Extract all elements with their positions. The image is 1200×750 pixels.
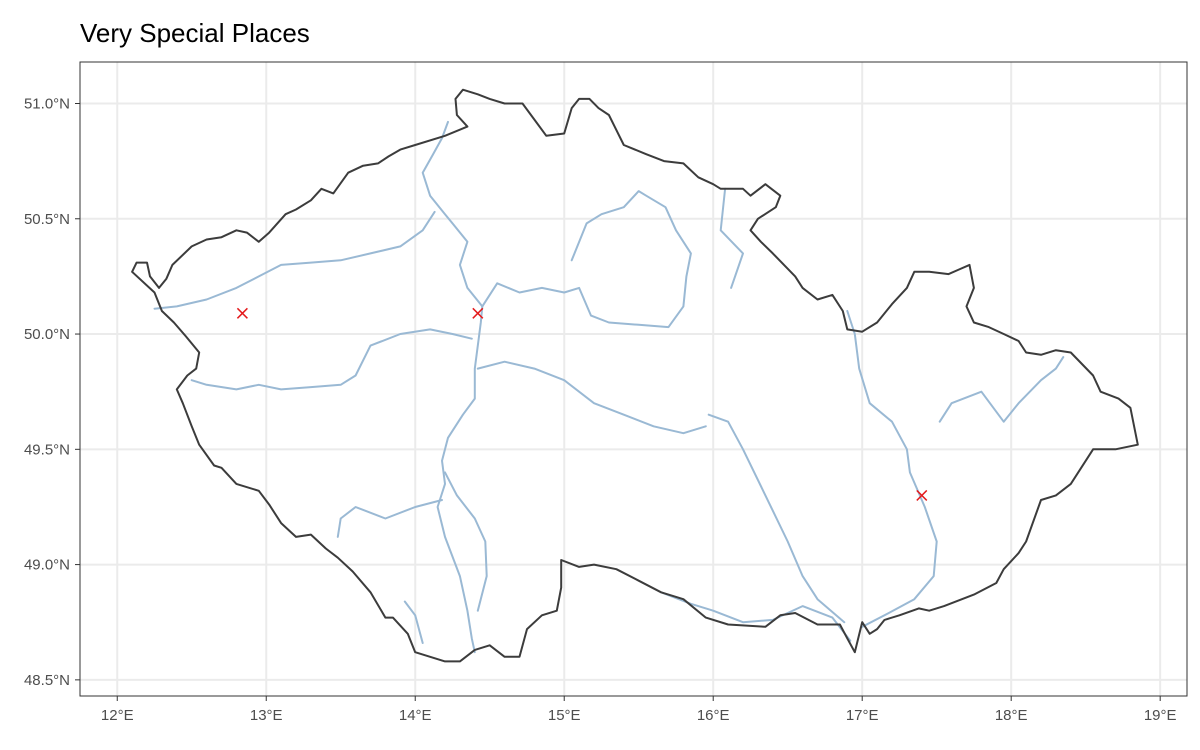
river-line-0 — [436, 305, 484, 654]
tick-label-x-7: 19°E — [1144, 707, 1177, 724]
tick-label-x-3: 15°E — [548, 707, 581, 724]
tick-label-x-6: 18°E — [995, 707, 1028, 724]
place-marker-1 — [472, 307, 484, 319]
river-line-9 — [707, 413, 846, 624]
river-line-12 — [938, 356, 1065, 423]
place-marker-2 — [916, 489, 928, 501]
place-marker-0 — [236, 307, 248, 319]
tick-label-y-2: 49.5°N — [24, 441, 70, 458]
river-line-5 — [190, 328, 473, 391]
axes: 12°E 13°E 14°E 15°E 16°E 17°E 18°E 19°E 48.5°N 49… — [24, 95, 1177, 724]
river-line-2 — [481, 190, 692, 329]
tick-label-y-3: 50.0°N — [24, 326, 70, 343]
tick-label-y-1: 49.0°N — [24, 557, 70, 574]
river-line-1 — [403, 600, 424, 644]
river-line-13 — [719, 187, 744, 289]
tick-label-y-4: 50.5°N — [24, 211, 70, 228]
tick-label-x-5: 17°E — [846, 707, 879, 724]
rivers-layer — [153, 120, 1065, 654]
tick-label-x-2: 14°E — [399, 707, 432, 724]
river-line-4 — [153, 210, 436, 310]
river-line-10 — [660, 591, 852, 642]
tick-label-y-0: 48.5°N — [24, 672, 70, 689]
country-border — [131, 88, 1139, 663]
river-line-3 — [421, 120, 484, 308]
gridlines — [80, 62, 1187, 696]
tick-label-x-1: 13°E — [250, 707, 283, 724]
tick-label-x-0: 12°E — [101, 707, 134, 724]
country-border-layer — [131, 88, 1139, 663]
river-line-6 — [476, 360, 707, 435]
panel-border — [79, 61, 1188, 697]
river-line-8 — [444, 471, 488, 612]
points-layer — [236, 307, 928, 501]
tick-label-y-5: 51.0°N — [24, 95, 70, 112]
river-line-7 — [336, 499, 443, 538]
river-line-11 — [846, 310, 938, 628]
tick-label-x-4: 16°E — [697, 707, 730, 724]
map-title: Very Special Places — [80, 18, 310, 48]
